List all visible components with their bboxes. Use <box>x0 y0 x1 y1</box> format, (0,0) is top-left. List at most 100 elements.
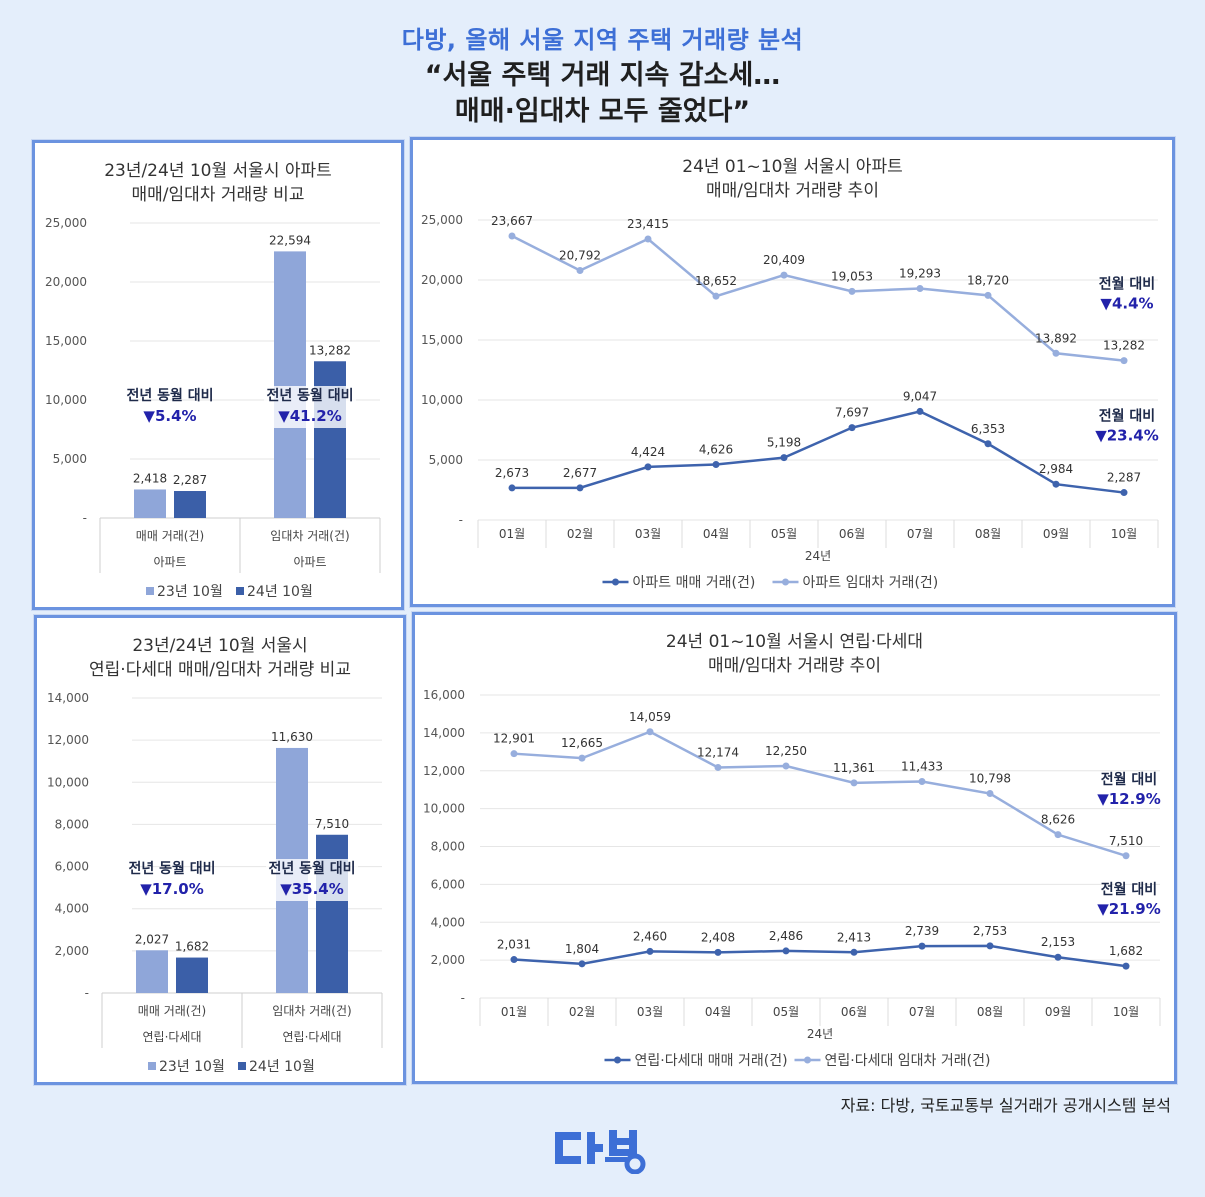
sale-line <box>511 410 1125 494</box>
y-tick-label: 14,000 <box>47 691 89 705</box>
point-data-label: 2,460 <box>633 929 667 943</box>
data-point <box>508 484 516 492</box>
data-point <box>848 424 856 432</box>
mom-annotation-label: 전월 대비 <box>1101 771 1157 788</box>
data-point <box>712 292 720 300</box>
mom-annotation-label: 전월 대비 <box>1099 276 1155 293</box>
chart-title-line1: 24년 01~10월 서울시 아파트 <box>682 157 902 177</box>
y-tick-label: 10,000 <box>421 393 463 407</box>
point-data-label: 23,415 <box>627 217 669 231</box>
y-tick-label: 20,000 <box>45 275 87 289</box>
x-tick-label: 02월 <box>569 1005 595 1019</box>
y-tick-label: - <box>461 991 465 1005</box>
x-tick-label: 07월 <box>909 1005 935 1019</box>
data-point <box>646 728 654 736</box>
apartment-bar-chart-panel: 23년/24년 10월 서울시 아파트 매매/임대차 거래량 비교 - 5,000 10… <box>32 140 404 610</box>
group-label: 연립·다세대 <box>142 1030 201 1044</box>
point-data-label: 7,510 <box>1109 834 1143 848</box>
mom-annotation-label: 전월 대비 <box>1099 408 1155 425</box>
bar-24-1 <box>316 834 348 993</box>
group-label: 아파트 <box>153 555 186 569</box>
bar-24-1 <box>314 361 346 518</box>
group-label: 아파트 <box>293 555 326 569</box>
y-tick-label: - <box>83 511 87 525</box>
point-data-label: 2,739 <box>905 924 939 938</box>
data-point <box>578 960 586 968</box>
point-data-label: 20,792 <box>559 248 601 262</box>
point-data-label: 1,682 <box>1109 944 1143 958</box>
legend-swatch-24 <box>238 1062 246 1070</box>
data-point <box>850 948 858 956</box>
legend-label-rent: 아파트 임대차 거래(건) <box>803 575 939 591</box>
data-point <box>644 463 652 471</box>
point-data-label: 18,652 <box>695 274 737 288</box>
x-tick-label: 01월 <box>501 1005 527 1019</box>
data-point <box>780 271 788 279</box>
legend-marker-rent <box>782 578 789 586</box>
point-data-label: 7,697 <box>835 406 869 420</box>
villa-line-chart-panel: 24년 01~10월 서울시 연립·다세대 매매/임대차 거래량 추이 - 2,000… <box>412 612 1177 1084</box>
data-point <box>918 942 926 950</box>
y-tick-label: 15,000 <box>45 334 87 348</box>
x-tick-label: 10월 <box>1111 527 1137 541</box>
point-data-label: 2,413 <box>837 930 871 944</box>
legend-swatch-23 <box>146 587 154 595</box>
data-point <box>714 763 722 771</box>
annotation-backdrop <box>264 386 356 428</box>
yoy-annotation-label: 전년 동월 대비 <box>126 387 213 404</box>
y-tick-label: 4,000 <box>55 902 89 916</box>
legend-label-rent: 연립·다세대 임대차 거래(건) <box>825 1053 991 1069</box>
chart-title-line1: 23년/24년 10월 서울시 아파트 <box>104 161 332 181</box>
yoy-annotation-label: 전년 동월 대비 <box>128 860 215 877</box>
data-point <box>780 454 788 462</box>
data-point <box>576 484 584 492</box>
legend-label-23: 23년 10월 <box>159 1059 225 1075</box>
bar-24-0 <box>174 491 206 518</box>
data-point <box>578 754 586 762</box>
data-point <box>918 777 926 785</box>
legend-swatch-23 <box>148 1062 156 1070</box>
yoy-annotation-value: ▼5.4% <box>143 407 196 425</box>
data-point <box>1052 349 1060 357</box>
mom-annotation-value: ▼4.4% <box>1100 295 1153 313</box>
y-tick-label: 2,000 <box>55 944 89 958</box>
data-point <box>1052 480 1060 488</box>
bar-data-label: 22,594 <box>269 233 311 247</box>
point-data-label: 2,408 <box>701 930 735 944</box>
y-tick-label: 6,000 <box>55 860 89 874</box>
chart-title-line1: 23년/24년 10월 서울시 <box>132 636 307 656</box>
bar-data-label: 13,282 <box>309 343 351 357</box>
category-label: 매매 거래(건) <box>138 1004 206 1018</box>
mom-annotation-value: ▼12.9% <box>1097 790 1161 808</box>
data-point <box>986 790 994 798</box>
y-tick-label: 10,000 <box>45 393 87 407</box>
x-tick-label: 09월 <box>1045 1005 1071 1019</box>
y-tick-label: - <box>85 986 89 1000</box>
x-tick-label: 06월 <box>841 1005 867 1019</box>
y-tick-label: 10,000 <box>423 802 465 816</box>
point-data-label: 2,673 <box>495 466 529 480</box>
x-tick-label: 05월 <box>773 1005 799 1019</box>
point-data-label: 12,665 <box>561 736 603 750</box>
rent-line <box>513 730 1127 857</box>
chart-title-line2: 매매/임대차 거래량 추이 <box>706 181 879 201</box>
chart-title-line2: 매매/임대차 거래량 추이 <box>708 656 881 676</box>
yoy-annotation-label: 전년 동월 대비 <box>268 860 355 877</box>
y-tick-label: - <box>459 513 463 527</box>
data-point <box>848 287 856 295</box>
x-axis-label: 24년 <box>807 1027 833 1041</box>
annotation-backdrop <box>266 859 358 901</box>
bar-data-label: 11,630 <box>271 730 313 744</box>
data-point <box>984 291 992 299</box>
yoy-annotation-value: ▼41.2% <box>278 407 342 425</box>
x-tick-label: 08월 <box>977 1005 1003 1019</box>
chart-title-line1: 24년 01~10월 서울시 연립·다세대 <box>666 632 923 652</box>
x-axis-label: 24년 <box>805 549 831 563</box>
data-point <box>644 235 652 243</box>
data-point <box>1122 852 1130 860</box>
point-data-label: 18,720 <box>967 273 1009 287</box>
y-tick-label: 15,000 <box>421 333 463 347</box>
data-point <box>712 460 720 468</box>
data-point <box>1120 357 1128 365</box>
